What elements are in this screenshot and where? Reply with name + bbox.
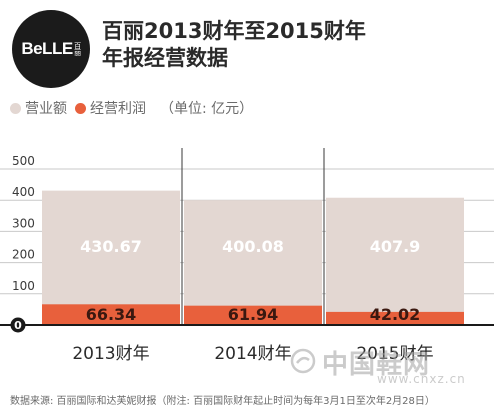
bar-revenue xyxy=(326,197,464,325)
value-label-revenue: 407.9 xyxy=(370,237,421,256)
y-tick-label: 200 xyxy=(12,248,35,262)
value-label-revenue: 400.08 xyxy=(222,237,284,256)
chart-title-line2: 年报经营数据 xyxy=(102,46,228,70)
value-label-profit: 42.02 xyxy=(370,305,421,324)
x-tick-label: 2013财年 xyxy=(72,344,149,364)
bar-profit xyxy=(42,304,180,325)
value-label-profit: 66.34 xyxy=(86,305,137,324)
logo-brand-cn: 百丽 xyxy=(73,42,82,56)
legend-item-revenue: 营业额 xyxy=(10,98,67,118)
legend-swatch-profit xyxy=(75,102,86,114)
chart-title: 百丽2013财年至2015财年 年报经营数据 xyxy=(102,18,402,72)
chart-title-line1: 百丽2013财年至2015财年 xyxy=(102,19,366,43)
logo-brand-text: BeLLE xyxy=(21,39,73,58)
legend-label-revenue: 营业额 xyxy=(25,101,67,117)
bar-chart: 430.67 66.34 400.08 61.94 407.9 42.02 500 400 30… xyxy=(0,148,494,364)
y-zero-marker xyxy=(10,317,26,333)
belle-logo: BeLLE 百丽 xyxy=(12,10,90,88)
data-source-note: 数据来源: 百丽国际和达芙妮财报（附注: 百丽国际财年起止时间为每年3月1日至次… xyxy=(10,396,435,407)
y-tick-label: 100 xyxy=(12,279,35,293)
bar-profit xyxy=(184,305,322,325)
bar-profit xyxy=(326,311,464,325)
y-tick-label: 500 xyxy=(12,154,35,168)
watermark: 中国鞋网 www.cnxz.cn xyxy=(290,344,465,386)
legend-label-profit: 经营利润 xyxy=(90,101,146,117)
value-label-profit: 61.94 xyxy=(228,305,279,324)
watermark-url: www.cnxz.cn xyxy=(377,372,466,386)
x-tick-label: 2015财年 xyxy=(356,344,433,364)
y-tick-label: 0 xyxy=(14,319,22,332)
value-label-revenue: 430.67 xyxy=(80,237,142,256)
x-tick-label: 2014财年 xyxy=(214,344,291,364)
legend-swatch-revenue xyxy=(10,102,21,114)
y-tick-label: 400 xyxy=(12,185,35,199)
bar-revenue xyxy=(184,200,322,325)
bar-revenue xyxy=(42,190,180,325)
shoe-logo-icon xyxy=(290,348,316,374)
legend: 营业额 经营利润 （单位: 亿元） xyxy=(10,98,253,118)
legend-item-profit: 经营利润 xyxy=(75,98,146,118)
y-tick-label: 300 xyxy=(12,216,35,230)
legend-unit: （单位: 亿元） xyxy=(160,101,254,117)
watermark-cn: 中国鞋网 xyxy=(322,350,431,380)
